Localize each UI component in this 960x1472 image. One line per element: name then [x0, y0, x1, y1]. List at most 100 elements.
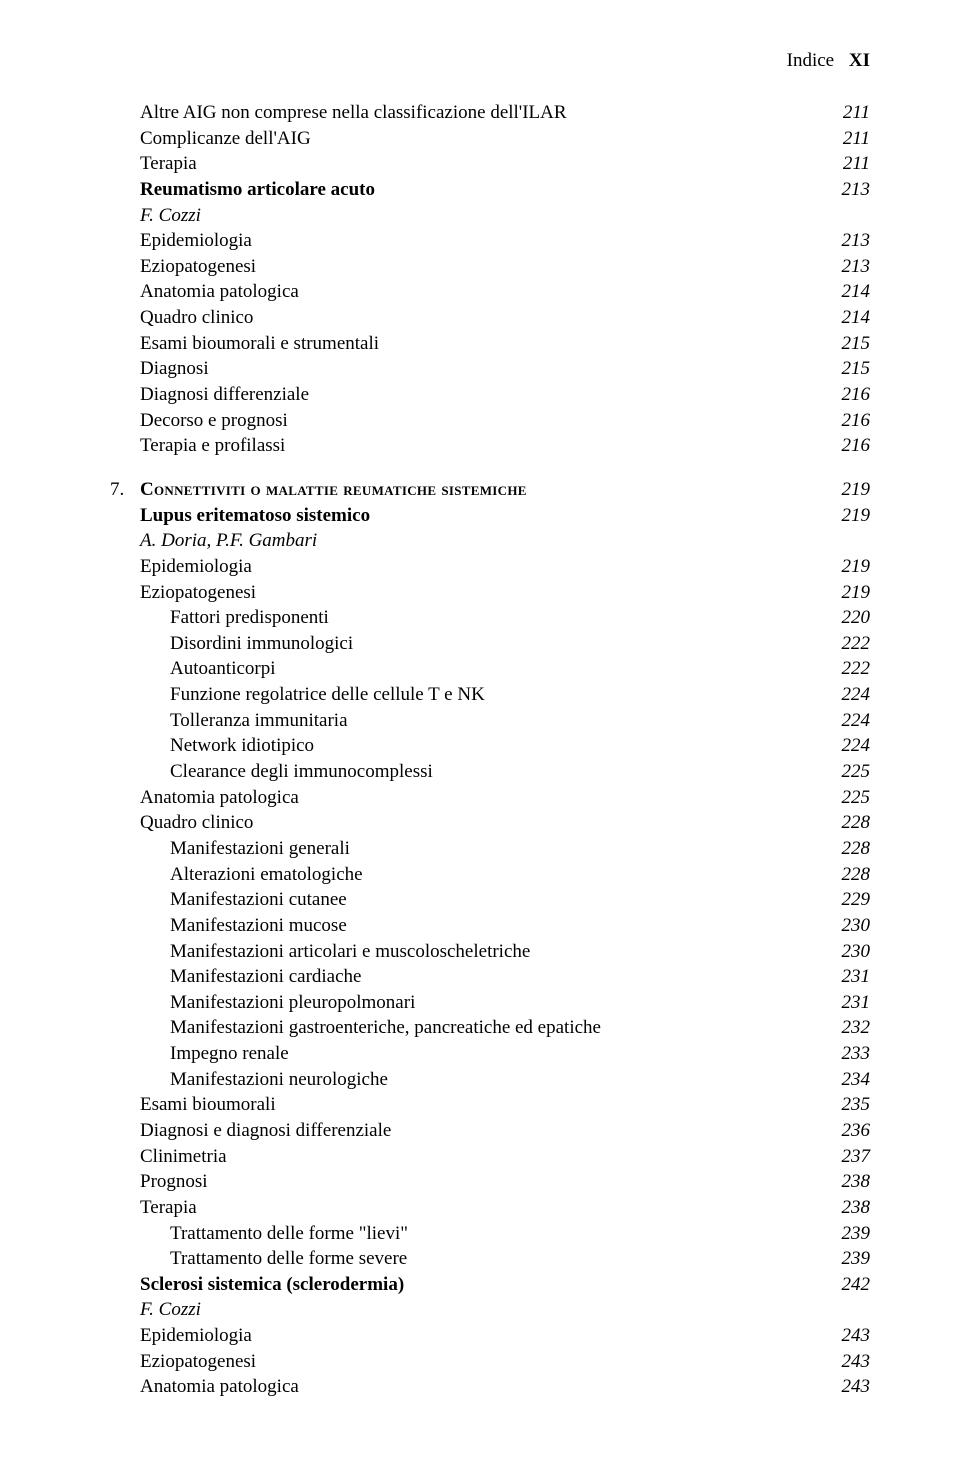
toc-entry-label: Trattamento delle forme severe [110, 1246, 822, 1272]
toc-entry: Diagnosi215 [110, 356, 870, 382]
toc-entry-page: 243 [822, 1349, 871, 1375]
toc-entry: Eziopatogenesi243 [110, 1349, 870, 1375]
toc-entry: Esami bioumorali 235 [110, 1092, 870, 1118]
toc-entry: Reumatismo articolare acuto213 [110, 177, 870, 203]
toc-entry: Manifestazioni cutanee229 [110, 887, 870, 913]
toc-entry-text: Funzione regolatrice delle cellule T e N… [170, 684, 485, 705]
toc-entry-text: Epidemiologia [140, 1325, 252, 1346]
toc-section-title: Connettiviti o malattie reumatiche siste… [140, 479, 527, 500]
toc-entry: Clearance degli immunocomplessi225 [110, 759, 870, 785]
toc-entry-label: Anatomia patologica [110, 1374, 822, 1400]
toc-entry-page: 228 [822, 810, 871, 836]
toc-entry: Network idiotipico 224 [110, 733, 870, 759]
toc-entry-text: Trattamento delle forme severe [170, 1248, 407, 1269]
toc-entry-page: 220 [822, 605, 871, 631]
toc-entry-page: 234 [822, 1067, 871, 1093]
toc-entry-page: 235 [822, 1092, 871, 1118]
toc-entry-label: Decorso e prognosi [110, 408, 822, 434]
toc-entry-text: Diagnosi e diagnosi differenziale [140, 1120, 391, 1141]
toc-entry: Funzione regolatrice delle cellule T e N… [110, 682, 870, 708]
toc-entry: Quadro clinico214 [110, 305, 870, 331]
toc-entry-text: Manifestazioni cutanee [170, 889, 347, 910]
toc-entry: Anatomia patologica243 [110, 1374, 870, 1400]
toc-entry-label: Quadro clinico [110, 305, 822, 331]
toc-entry-page: 224 [822, 682, 871, 708]
toc-entry-label: Terapia [110, 151, 823, 177]
toc-entry-text: Network idiotipico [170, 735, 314, 756]
toc-entry: Complicanze dell'AIG211 [110, 126, 870, 152]
toc-entry-page: 230 [822, 913, 871, 939]
toc-entry-label: Manifestazioni generali [110, 836, 822, 862]
toc-entry-label: Manifestazioni gastroenteriche, pancreat… [110, 1015, 822, 1041]
toc-entry: Terapia211 [110, 151, 870, 177]
toc-entry-label: Sclerosi sistemica (sclerodermia) [110, 1272, 822, 1298]
toc-entry-text: A. Doria, P.F. Gambari [140, 530, 317, 551]
toc-entry-text: Esami bioumorali e strumentali [140, 333, 379, 354]
toc-entry-text: Decorso e prognosi [140, 410, 288, 431]
toc-entry-label: Prognosi [110, 1169, 822, 1195]
toc-entry-label: Network idiotipico [110, 733, 822, 759]
toc-section-number: 7. [110, 477, 140, 503]
toc-entry-text: Diagnosi differenziale [140, 384, 309, 405]
table-of-contents: Altre AIG non comprese nella classificaz… [110, 100, 870, 1400]
toc-entry-page: 224 [822, 733, 871, 759]
toc-entry: Anatomia patologica225 [110, 785, 870, 811]
toc-entry-page: 238 [822, 1195, 871, 1221]
toc-entry-label: Lupus eritematoso sistemico [110, 503, 822, 529]
toc-entry-page: 228 [822, 836, 871, 862]
toc-entry-label: Altre AIG non comprese nella classificaz… [110, 100, 823, 126]
toc-entry-label: Esami bioumorali e strumentali [110, 331, 822, 357]
toc-entry-label: Esami bioumorali [110, 1092, 822, 1118]
toc-entry-label: Funzione regolatrice delle cellule T e N… [110, 682, 822, 708]
toc-entry-page: 219 [822, 580, 871, 606]
toc-entry: Esami bioumorali e strumentali 215 [110, 331, 870, 357]
toc-entry-text: Eziopatogenesi [140, 582, 256, 603]
toc-entry: Eziopatogenesi 219 [110, 580, 870, 606]
toc-entry-page: 214 [822, 279, 871, 305]
toc-entry-page: 224 [822, 708, 871, 734]
toc-entry-page: 239 [822, 1221, 871, 1247]
toc-entry-text: Prognosi [140, 1171, 208, 1192]
toc-entry-label: Trattamento delle forme "lievi" [110, 1221, 822, 1247]
toc-entry-label: Manifestazioni cardiache [110, 964, 822, 990]
toc-entry-label: Diagnosi differenziale [110, 382, 822, 408]
toc-entry-text: Clearance degli immunocomplessi [170, 761, 433, 782]
header-label: Indice [787, 50, 834, 71]
toc-entry-text: Manifestazioni mucose [170, 915, 347, 936]
toc-entry-page: 215 [822, 331, 871, 357]
toc-entry-text: Esami bioumorali [140, 1094, 276, 1115]
toc-entry: Eziopatogenesi213 [110, 254, 870, 280]
toc-entry-label: Manifestazioni cutanee [110, 887, 822, 913]
toc-entry-page: 228 [822, 862, 871, 888]
toc-entry-text: Alterazioni ematologiche [170, 864, 363, 885]
toc-entry-label: Diagnosi e diagnosi differenziale [110, 1118, 822, 1144]
toc-entry-text: Altre AIG non comprese nella classificaz… [140, 102, 567, 123]
toc-entry-page: 219 [822, 477, 871, 503]
toc-entry: Manifestazioni mucose 230 [110, 913, 870, 939]
toc-entry-text: Disordini immunologici [170, 633, 353, 654]
toc-entry-page: 231 [822, 964, 871, 990]
toc-entry-label: Epidemiologia [110, 1323, 822, 1349]
toc-entry-text: Terapia [140, 1197, 197, 1218]
toc-entry-text: Reumatismo articolare acuto [140, 179, 375, 200]
toc-entry: Lupus eritematoso sistemico219 [110, 503, 870, 529]
toc-entry-page: 213 [822, 254, 871, 280]
toc-entry: Manifestazioni articolari e muscoloschel… [110, 939, 870, 965]
toc-entry-text: Tolleranza immunitaria [170, 710, 348, 731]
toc-entry-label: F. Cozzi [110, 1297, 870, 1323]
toc-entry-label: Tolleranza immunitaria [110, 708, 822, 734]
toc-entry-page: 214 [822, 305, 871, 331]
toc-entry-page: 222 [822, 631, 871, 657]
toc-entry: Fattori predisponenti220 [110, 605, 870, 631]
toc-entry-page: 233 [822, 1041, 871, 1067]
toc-entry-label: Manifestazioni articolari e muscoloschel… [110, 939, 822, 965]
toc-entry-page: 225 [822, 785, 871, 811]
toc-entry: Prognosi238 [110, 1169, 870, 1195]
toc-entry: Clinimetria237 [110, 1144, 870, 1170]
toc-entry-label: Clearance degli immunocomplessi [110, 759, 822, 785]
toc-entry-label: Diagnosi [110, 356, 822, 382]
document-page: Indice XI Altre AIG non comprese nella c… [0, 0, 960, 1472]
toc-entry-label: F. Cozzi [110, 203, 870, 229]
toc-entry-label: Anatomia patologica [110, 279, 822, 305]
toc-entry: Manifestazioni gastroenteriche, pancreat… [110, 1015, 870, 1041]
